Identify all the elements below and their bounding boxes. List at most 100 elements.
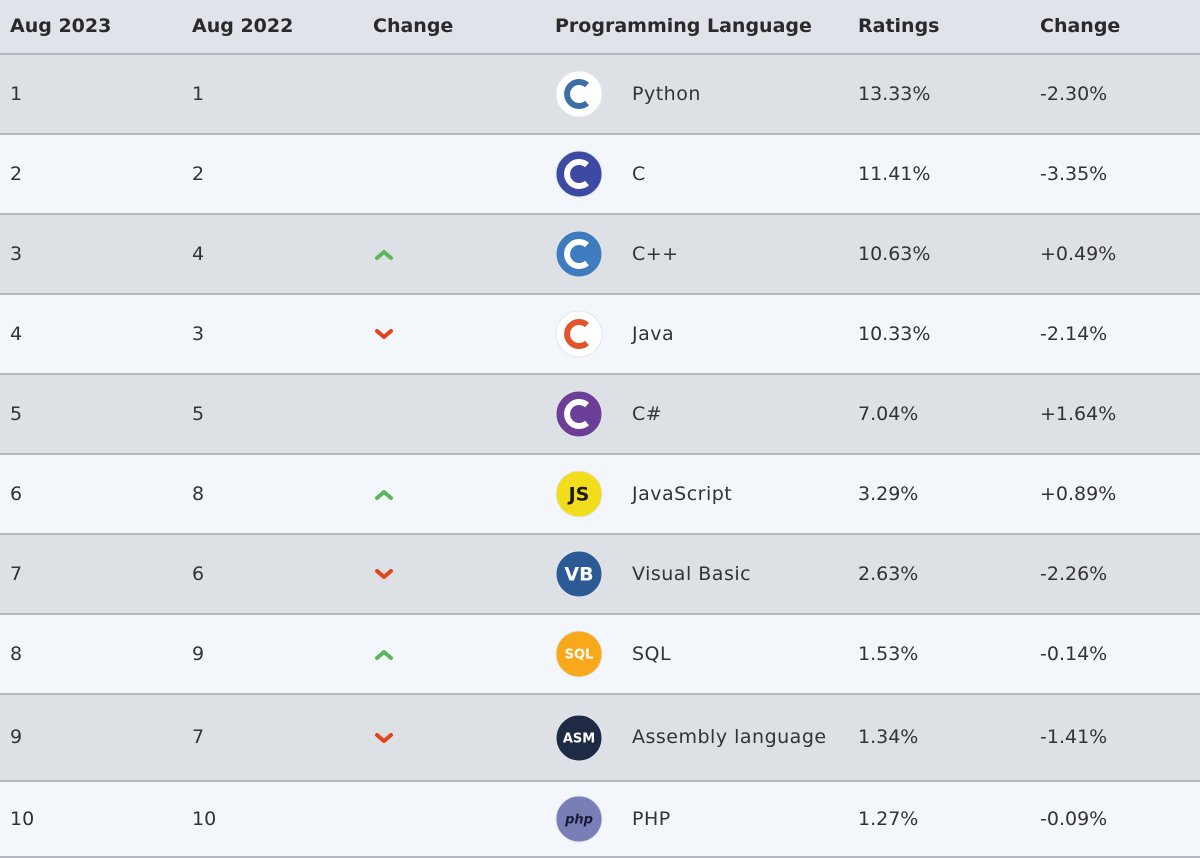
rank-2022: 2 xyxy=(192,162,205,185)
table-row: 4 3 Java 10.33% -2.14% xyxy=(0,295,1200,375)
rank-2022: 7 xyxy=(192,726,205,748)
trend-down-arrow xyxy=(375,732,393,743)
arrow-shape xyxy=(375,250,393,260)
language-name: Visual Basic xyxy=(632,562,752,585)
header-cell: Ratings xyxy=(858,15,940,37)
rating-change: -0.09% xyxy=(1040,807,1108,830)
rank-2023: 4 xyxy=(10,322,23,345)
rank-2023: 2 xyxy=(10,162,23,185)
trend-down-arrow xyxy=(375,329,393,339)
table-row: 1 1 Python 13.33% -2.30% xyxy=(0,55,1200,135)
language-name: C# xyxy=(632,402,663,425)
table-row: 5 5 C# 7.04% +1.64% xyxy=(0,375,1200,455)
ratings: 11.41% xyxy=(858,162,931,185)
rating-change: +0.89% xyxy=(1040,482,1117,505)
ratings: 1.34% xyxy=(858,726,919,748)
ratings: 1.53% xyxy=(858,642,919,665)
arrow-shape xyxy=(375,329,393,339)
rank-2023: 1 xyxy=(10,82,23,105)
rating-change: +1.64% xyxy=(1040,402,1117,425)
header-row: Aug 2023 Aug 2022 Change Programming Langua… xyxy=(0,0,1200,55)
rating-change: -2.26% xyxy=(1040,562,1108,585)
rating-change: -3.35% xyxy=(1040,162,1108,185)
table-row: 9 7 ASM Assembly language 1.34% -1.41% xyxy=(0,695,1200,782)
table-row: 7 6 VB Visual Basic 2.63% -2.26% xyxy=(0,535,1200,615)
rating-change: -2.30% xyxy=(1040,82,1108,105)
header-cell: Change xyxy=(1040,15,1121,37)
logo-circle xyxy=(555,230,603,278)
language-name: Java xyxy=(632,322,675,345)
logo-circle xyxy=(555,795,603,843)
rank-2022: 10 xyxy=(192,807,217,830)
table-row: 6 8 JS JavaScript 3.29% +0.89% xyxy=(0,455,1200,535)
rank-2023: 3 xyxy=(10,242,23,265)
arrow-shape xyxy=(375,490,393,500)
table-row: 2 2 C 11.41% -3.35% xyxy=(0,135,1200,215)
ratings: 3.29% xyxy=(858,482,919,505)
header-cell: Aug 2023 xyxy=(10,15,112,37)
logo-circle xyxy=(555,70,603,118)
rating-change: +0.49% xyxy=(1040,242,1117,265)
rating-change: -0.14% xyxy=(1040,642,1108,665)
table-row: 3 4 C++ 10.63% +0.49% xyxy=(0,215,1200,295)
header-cell: Change xyxy=(373,15,454,37)
language-name: Python xyxy=(632,82,701,105)
logo-circle xyxy=(555,390,603,438)
language-name: C++ xyxy=(632,242,679,265)
rank-2023: 5 xyxy=(10,402,23,425)
language-logo: SQL xyxy=(555,630,603,678)
ratings: 10.33% xyxy=(858,322,931,345)
ratings: 7.04% xyxy=(858,402,919,425)
rank-2022: 8 xyxy=(192,482,205,505)
header-cell: Aug 2022 xyxy=(192,15,294,37)
language-logo: JS xyxy=(555,470,603,518)
rank-2023: 9 xyxy=(10,726,23,748)
logo-glyph xyxy=(564,399,589,429)
rank-2022: 5 xyxy=(192,402,205,425)
language-logo xyxy=(555,230,603,278)
language-name: C xyxy=(632,162,646,185)
logo-text: VB xyxy=(564,564,593,586)
trend-down-arrow xyxy=(375,569,393,579)
logo-circle xyxy=(555,550,603,598)
logo-text: php xyxy=(564,813,593,828)
logo-glyph xyxy=(564,79,589,109)
table-row: 10 10 php PHP 1.27% -0.09% xyxy=(0,782,1200,858)
rating-change: -1.41% xyxy=(1040,726,1108,748)
language-logo: php xyxy=(555,795,603,843)
logo-glyph xyxy=(564,239,589,269)
language-logo xyxy=(555,390,603,438)
rank-2023: 7 xyxy=(10,562,23,585)
logo-text: ASM xyxy=(563,731,595,746)
ratings: 2.63% xyxy=(858,562,919,585)
arrow-shape xyxy=(375,650,393,660)
table-body: 1 1 Python 13.33% -2.30% 2 2 C 11.41% -3.35% 3 4 C++… xyxy=(0,55,1200,858)
language-logo xyxy=(555,70,603,118)
language-logo xyxy=(555,150,603,198)
rating-change: -2.14% xyxy=(1040,322,1108,345)
ratings: 10.63% xyxy=(858,242,931,265)
language-name: PHP xyxy=(632,807,671,830)
rank-2022: 6 xyxy=(192,562,205,585)
logo-circle xyxy=(555,470,603,518)
rank-2023: 10 xyxy=(10,807,35,830)
rank-2023: 6 xyxy=(10,482,23,505)
language-logo: ASM xyxy=(555,714,603,761)
rank-2022: 9 xyxy=(192,642,205,665)
logo-glyph xyxy=(564,159,589,189)
language-logo xyxy=(555,310,603,358)
logo-text: SQL xyxy=(565,648,594,663)
language-name: SQL xyxy=(632,642,672,665)
arrow-shape xyxy=(375,569,393,579)
logo-circle xyxy=(555,150,603,198)
rank-2022: 4 xyxy=(192,242,205,265)
rank-2022: 1 xyxy=(192,82,205,105)
language-name: JavaScript xyxy=(632,482,733,505)
rank-2023: 8 xyxy=(10,642,23,665)
logo-circle xyxy=(555,714,603,761)
logo-circle xyxy=(555,630,603,678)
ratings: 13.33% xyxy=(858,82,931,105)
trend-up-arrow xyxy=(375,490,393,500)
language-name: Assembly language xyxy=(632,726,827,748)
trend-up-arrow xyxy=(375,250,393,260)
